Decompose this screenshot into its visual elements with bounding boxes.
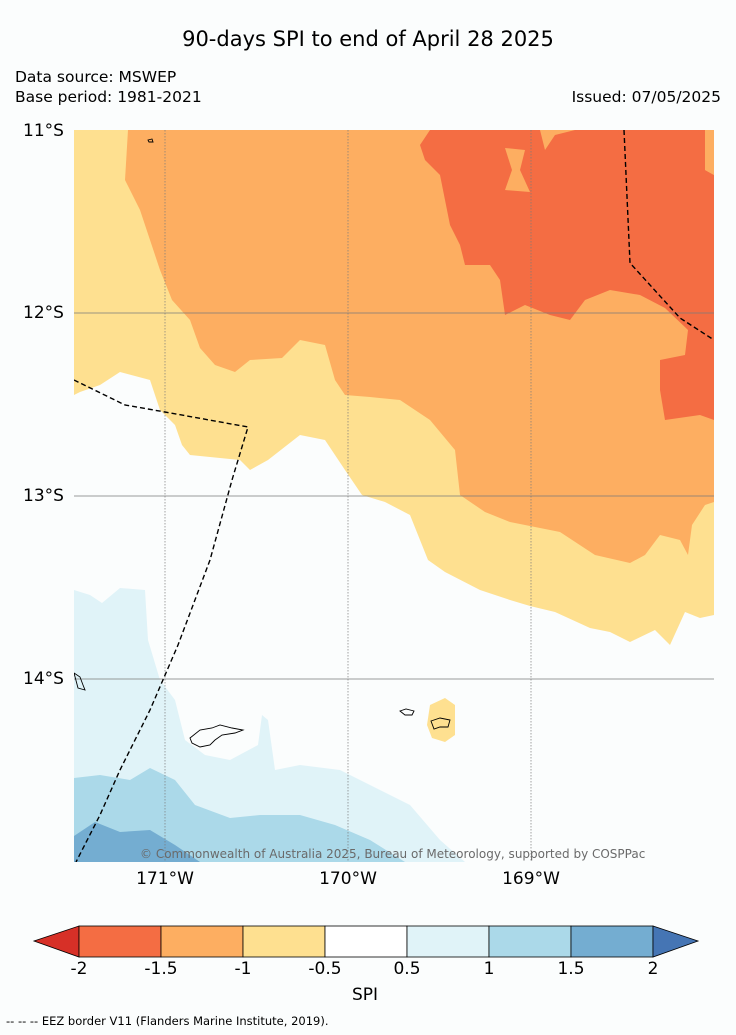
colorbar-tick: -1.5 <box>144 959 178 979</box>
map-title: 90-days SPI to end of April 28 2025 <box>182 27 554 51</box>
colorbar-tick: 1 <box>483 959 495 979</box>
graticule <box>74 312 714 680</box>
colorbar-tick: 2 <box>647 959 659 979</box>
lat-label-11s: 11°S <box>23 121 64 141</box>
spi-blob-tutuila <box>427 698 455 742</box>
colorbar-tick: -1 <box>234 959 252 979</box>
colorbar-tick: 0.5 <box>393 959 421 979</box>
lat-label-14s: 14°S <box>23 669 64 689</box>
spi-band-1.5-2 <box>74 822 200 862</box>
base-period-text: Base period: 1981-2021 <box>15 88 202 106</box>
data-source-text: Data source: MSWEP <box>15 68 177 86</box>
map-plot-area <box>74 130 714 862</box>
colorbar-label: SPI <box>351 985 379 1005</box>
spi-band-minus2-minus1.5 <box>420 130 714 420</box>
colorbar-tick: -2 <box>70 959 88 979</box>
colorbar <box>32 925 700 958</box>
lat-label-12s: 12°S <box>23 303 64 323</box>
eez-legend-text: -- -- -- EEZ border V11 (Flanders Marine… <box>6 1014 329 1028</box>
copyright-text: © Commonwealth of Australia 2025, Bureau… <box>140 847 646 861</box>
lat-label-13s: 13°S <box>23 486 64 506</box>
coastline-outlines <box>74 138 451 748</box>
eez-border <box>74 130 714 862</box>
colorbar-tick: 1.5 <box>557 959 585 979</box>
colorbar-tick: -0.5 <box>308 959 342 979</box>
lon-label-169w: 169°W <box>502 869 560 889</box>
lon-label-171w: 171°W <box>136 869 194 889</box>
issued-date-text: Issued: 07/05/2025 <box>571 88 721 106</box>
lon-label-170w: 170°W <box>319 869 377 889</box>
